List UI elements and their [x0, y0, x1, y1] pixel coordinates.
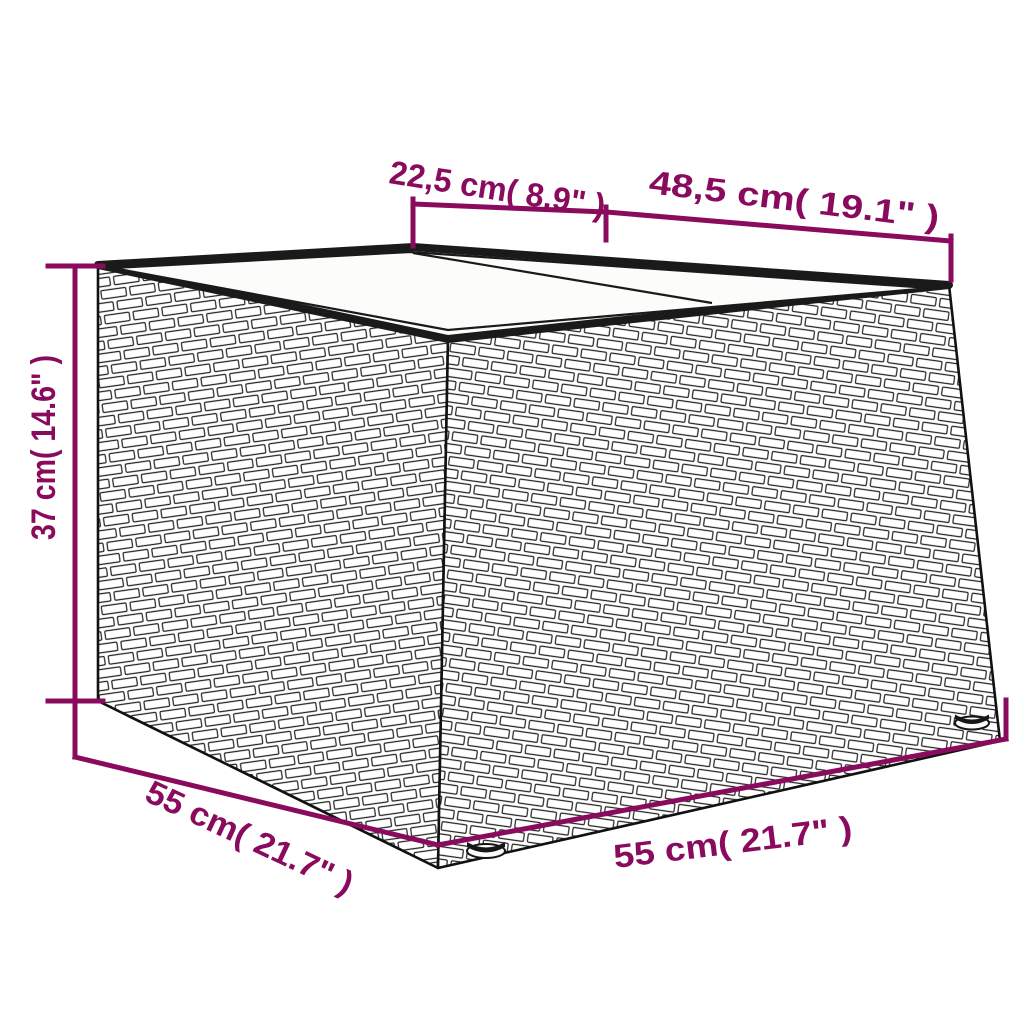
svg-text:37 cm( 14.6" ): 37 cm( 14.6" ): [25, 355, 63, 540]
